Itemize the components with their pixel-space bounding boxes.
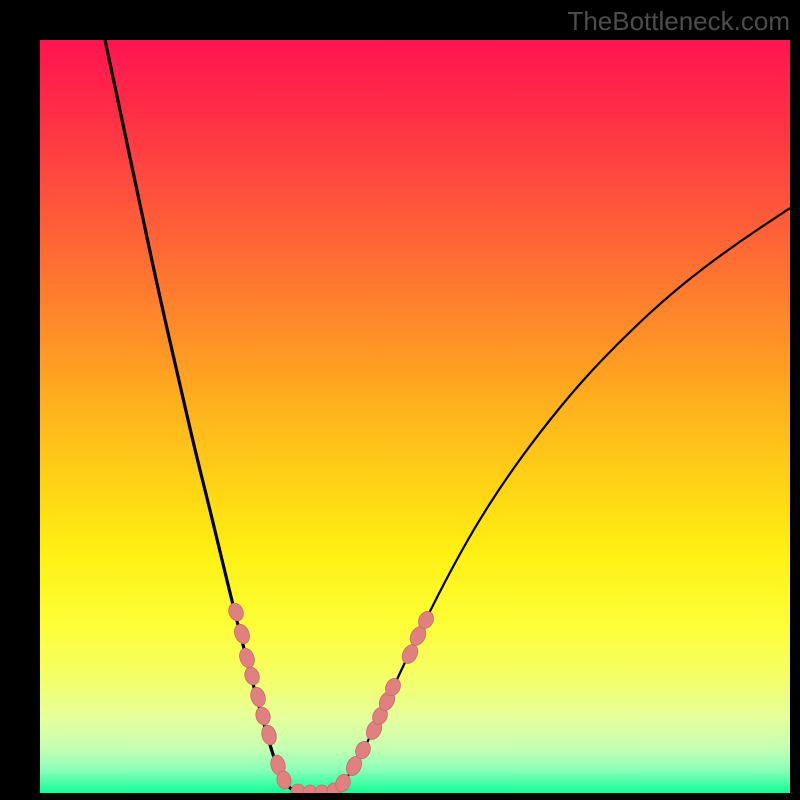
curve-svg	[40, 40, 790, 793]
gradient-background	[40, 40, 790, 793]
watermark-text: TheBottleneck.com	[567, 6, 790, 37]
chart-canvas: TheBottleneck.com	[0, 0, 800, 800]
plot-area	[40, 40, 790, 793]
